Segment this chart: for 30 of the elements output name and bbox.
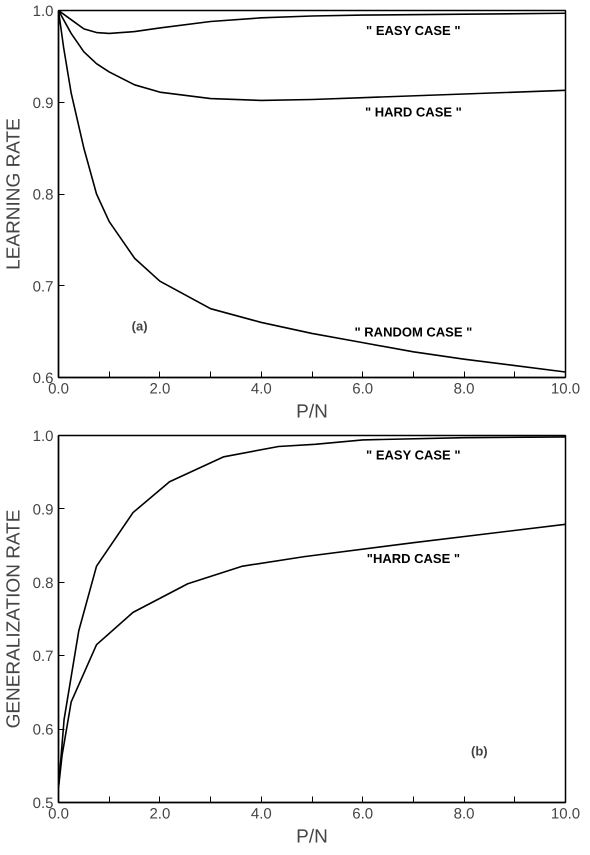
y-tick-label: 0.8 [32,574,54,592]
x-tick-label: 8.0 [454,806,475,822]
annotation: (a) [132,318,148,334]
y-tick-label: 0.8 [32,186,54,204]
y-tick-label: 0.6 [32,722,54,739]
y-tick-label: 0.7 [32,648,54,666]
x-axis-title: P/N [296,826,328,848]
y-tick-label: 1.0 [32,428,54,445]
y-tick-label: 0.7 [32,278,54,296]
y-tick-label: 1.0 [32,3,54,20]
x-tick-label: 4.0 [250,806,272,822]
series-label: " HARD CASE " [364,104,462,120]
y-axis-title: GENERALIZATION RATE [4,510,25,728]
x-tick-label: 6.0 [352,380,374,398]
series-label: "HARD CASE " [366,551,460,566]
series-label: " RANDOM CASE " [354,324,472,340]
series-label: " EASY CASE " [366,23,461,38]
x-tick-label: 10.0 [550,806,580,822]
y-tick-label: 0.9 [32,94,54,112]
annotation: (b) [471,743,488,758]
x-axis-title: P/N [296,402,328,422]
x-tick-label: 8.0 [454,380,475,398]
x-tick-label: 2.0 [149,380,170,398]
y-axis-title: LEARNING RATE [4,118,25,270]
series-label: " EASY CASE " [366,447,461,462]
y-tick-label: 0.9 [32,501,54,518]
x-tick-label: 6.0 [352,806,374,822]
x-tick-label: 2.0 [149,806,170,822]
x-tick-label: 10.0 [550,380,580,398]
x-tick-label: 4.0 [250,380,272,398]
